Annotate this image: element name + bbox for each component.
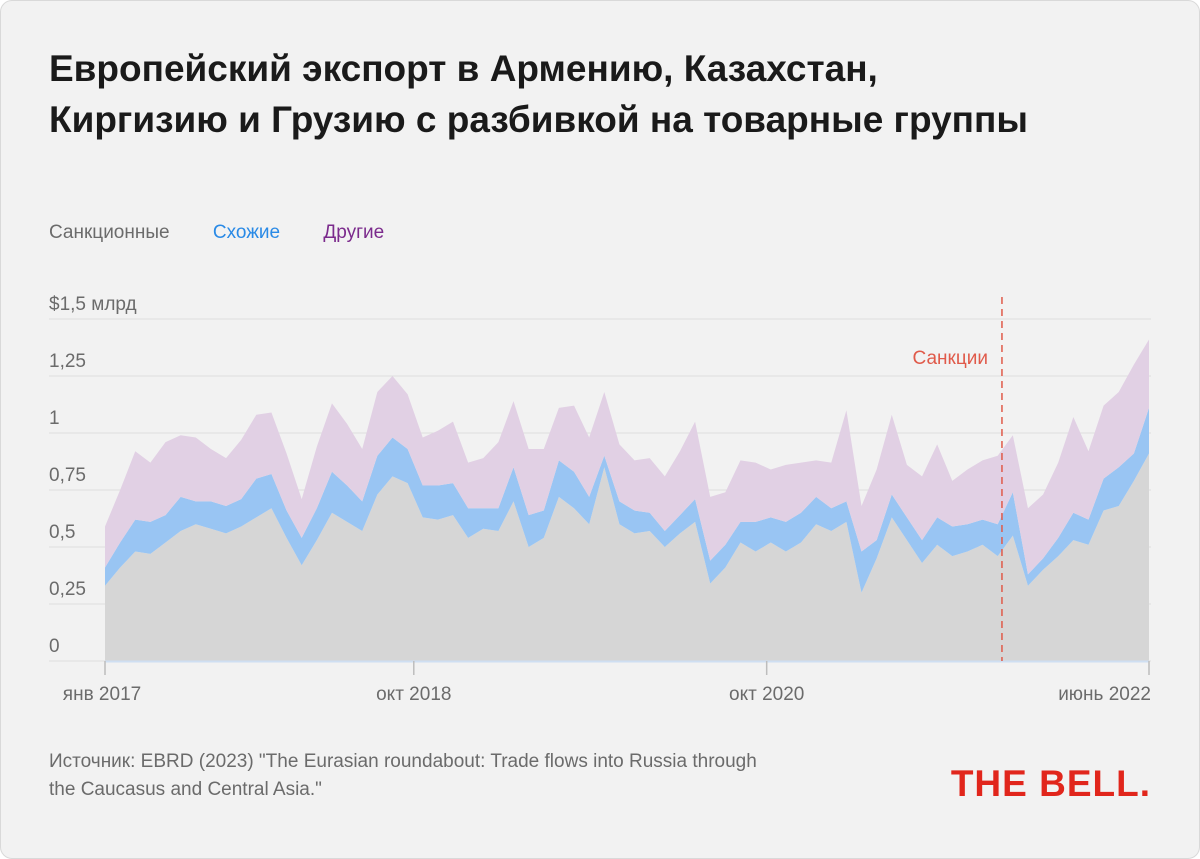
area-layer xyxy=(105,339,1149,661)
the-bell-logo: THE BELL. xyxy=(950,763,1151,804)
y-tick-label: 0,5 xyxy=(49,522,75,543)
sanctions-label: Санкции xyxy=(913,348,988,369)
y-tick-label: 1,25 xyxy=(49,351,86,372)
y-tick-label: 0 xyxy=(49,636,60,657)
axis-layer: 0 0,25 0,5 0,75 1 1,25 $1,5 млрд янв 2017 окт 20… xyxy=(49,294,1151,705)
chart-title: Европейский экспорт в Армению, Казахстан… xyxy=(49,48,1028,140)
area-sanctioned xyxy=(105,453,1149,661)
x-tick-label: июнь 2022 xyxy=(1058,684,1151,705)
y-tick-label: 0,25 xyxy=(49,579,86,600)
y-tick-label: $1,5 млрд xyxy=(49,294,137,315)
source-note: Источник: EBRD (2023) "The Eurasian roun… xyxy=(49,751,757,800)
legend-item-sanctioned: Санкционные xyxy=(49,222,170,243)
area-other xyxy=(105,339,1149,575)
x-tick-label: янв 2017 xyxy=(63,684,141,705)
legend-item-other: Другие xyxy=(323,222,385,243)
y-tick-label: 1 xyxy=(49,408,60,429)
legend: Санкционные Схожие Другие xyxy=(49,222,422,244)
x-tick-label: окт 2018 xyxy=(376,684,451,705)
annotation-layer: Санкции xyxy=(913,297,1003,661)
legend-item-similar: Схожие xyxy=(212,222,281,243)
x-tick-label: окт 2020 xyxy=(729,684,804,705)
area-chart: 0 0,25 0,5 0,75 1 1,25 $1,5 млрд янв 2017 окт 20… xyxy=(49,294,1151,705)
y-tick-label: 0,75 xyxy=(49,465,86,486)
